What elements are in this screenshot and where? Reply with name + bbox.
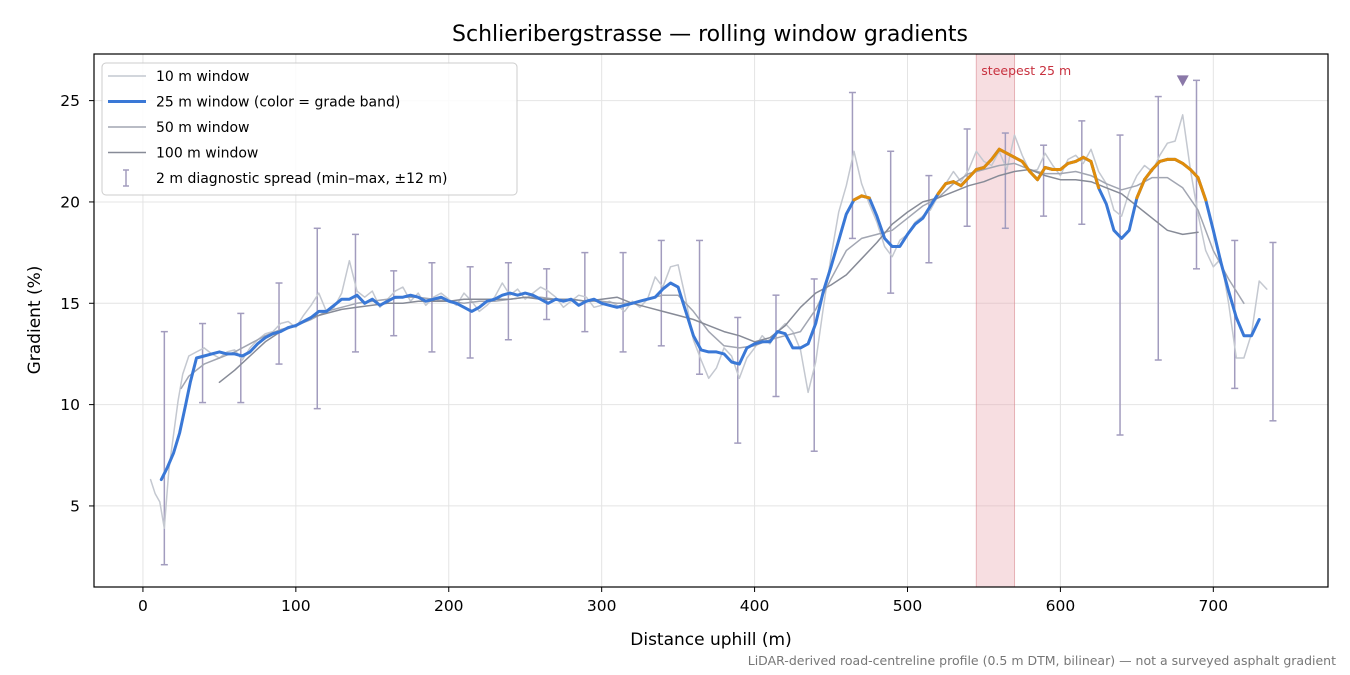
error-bar [848, 91, 856, 240]
grade-band-segment [1135, 178, 1147, 200]
grade-band-segment [1196, 176, 1208, 202]
error-bar [772, 294, 780, 398]
y-axis-label: Gradient (%) [25, 266, 45, 375]
x-axis-ticks: 0 100 200 300 400 500 600 700 [138, 587, 1228, 615]
legend-label: 25 m window (color = grade band) [156, 95, 400, 111]
grade-band-segment [1143, 168, 1154, 182]
grid [94, 54, 1328, 587]
error-bar [1269, 241, 1277, 422]
grade-band-segment [982, 157, 994, 169]
legend-label: 50 m window [156, 120, 249, 136]
legend-entry: 2 m diagnostic spread (min–max, ±12 m) [123, 169, 447, 187]
y-tick-label: 25 [60, 92, 80, 110]
error-bar [428, 261, 436, 353]
error-bar [1154, 95, 1162, 361]
error-bar [504, 261, 512, 341]
legend-box [101, 62, 518, 196]
grade-band-segment [860, 194, 871, 200]
legend: 10 m window 25 m window (color = grade ba… [101, 62, 518, 196]
grade-band-segment [1028, 170, 1039, 182]
legend-label: 2 m diagnostic spread (min–max, ±12 m) [156, 171, 447, 187]
grade-band-segment [1150, 159, 1162, 172]
legend-label: 100 m window [156, 146, 258, 162]
x-tick-label: 200 [434, 597, 464, 615]
error-bar [351, 233, 359, 353]
grade-band-segment [1035, 165, 1047, 182]
error-bar [696, 239, 704, 375]
steepest-highlight: steepest 25 m [975, 53, 1071, 588]
footnote: LiDAR-derived road-centreline profile (0… [748, 653, 1336, 668]
grade-band-segment [1181, 161, 1192, 172]
y-tick-label: 5 [70, 497, 80, 515]
legend-entry: 50 m window [108, 120, 249, 136]
legend-entry: 100 m window [108, 146, 258, 162]
grade-band-segment [990, 147, 1001, 161]
error-bar [160, 330, 168, 566]
chart-title: Schlieribergstrasse — rolling window gra… [452, 22, 968, 47]
error-bar [543, 268, 551, 321]
x-tick-label: 500 [893, 597, 923, 615]
grade-band-segment [936, 182, 948, 196]
error-bar [925, 174, 933, 264]
error-bar [313, 227, 321, 410]
x-tick-label: 400 [740, 597, 770, 615]
error-bar [199, 322, 207, 404]
x-tick-label: 100 [281, 597, 311, 615]
x-tick-label: 300 [587, 597, 617, 615]
series-line-10m [149, 114, 1268, 529]
x-tick-label: 0 [138, 597, 148, 615]
y-tick-label: 20 [60, 193, 80, 211]
x-tick-label: 600 [1046, 597, 1076, 615]
error-bar [887, 150, 895, 294]
error-bars [160, 79, 1277, 566]
error-bar [581, 251, 589, 333]
error-bar [734, 316, 742, 444]
error-bar [619, 251, 627, 353]
grade-band-segment [1058, 161, 1070, 172]
error-bar [275, 282, 283, 365]
peak-marker-triangle [1176, 75, 1189, 87]
grade-band-segment [1089, 159, 1101, 190]
error-bar [1001, 132, 1009, 230]
peak-marker [1176, 75, 1189, 87]
series-lines [149, 114, 1268, 529]
y-axis-ticks: 5 10 15 20 25 [60, 92, 94, 515]
grade-band-segment [1020, 159, 1032, 174]
error-bar [1116, 134, 1124, 436]
series-line-25m [159, 147, 1261, 482]
legend-entry: 10 m window [108, 69, 249, 85]
legend-entry: 25 m window (color = grade band) [108, 95, 400, 111]
grade-band-segment [959, 176, 971, 188]
x-axis-label: Distance uphill (m) [630, 630, 791, 650]
plot-frame [93, 53, 1329, 588]
error-bar [657, 239, 665, 347]
y-tick-label: 15 [60, 295, 80, 313]
grade-band-segment [967, 168, 978, 180]
highlight-label: steepest 25 m [981, 63, 1071, 78]
legend-label: 10 m window [156, 69, 249, 85]
highlight-band [975, 53, 1016, 588]
grade-band-segment [1188, 168, 1200, 180]
y-tick-label: 10 [60, 396, 80, 414]
x-tick-label: 700 [1199, 597, 1229, 615]
error-bar [466, 266, 474, 359]
series-line-50m [180, 162, 1245, 390]
